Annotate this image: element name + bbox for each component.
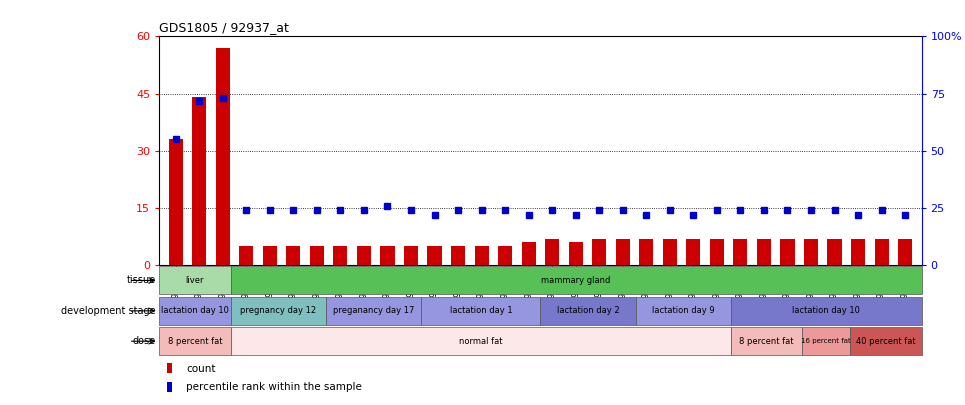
Bar xyxy=(639,239,653,265)
Bar xyxy=(159,327,231,355)
Bar xyxy=(851,239,865,265)
Text: liver: liver xyxy=(185,276,205,285)
Bar xyxy=(216,48,230,265)
Bar xyxy=(169,139,182,265)
Bar xyxy=(898,239,912,265)
Bar xyxy=(159,297,231,325)
Bar xyxy=(422,297,540,325)
Bar xyxy=(427,246,442,265)
Bar xyxy=(231,327,731,355)
Bar xyxy=(803,327,850,355)
Bar xyxy=(475,246,488,265)
Bar xyxy=(451,246,465,265)
Bar xyxy=(850,327,922,355)
Bar xyxy=(231,297,326,325)
Bar xyxy=(192,98,207,265)
Text: development stage: development stage xyxy=(61,306,155,316)
Bar xyxy=(333,246,347,265)
Bar xyxy=(167,363,172,373)
Text: mammary gland: mammary gland xyxy=(541,276,611,285)
Text: 8 percent fat: 8 percent fat xyxy=(168,337,222,346)
Bar xyxy=(357,246,371,265)
Text: 16 percent fat: 16 percent fat xyxy=(801,338,851,344)
Text: GDS1805 / 92937_at: GDS1805 / 92937_at xyxy=(159,21,290,34)
Bar xyxy=(326,297,422,325)
Bar xyxy=(731,297,922,325)
Bar xyxy=(545,239,560,265)
Bar xyxy=(167,382,172,392)
Bar xyxy=(636,297,731,325)
Text: tissue: tissue xyxy=(126,275,155,286)
Bar xyxy=(239,246,254,265)
Bar xyxy=(874,239,889,265)
Bar xyxy=(593,239,606,265)
Bar xyxy=(663,239,676,265)
Text: 8 percent fat: 8 percent fat xyxy=(739,337,794,346)
Bar xyxy=(733,239,748,265)
Text: lactation day 1: lactation day 1 xyxy=(450,306,512,315)
Text: lactation day 10: lactation day 10 xyxy=(161,306,229,315)
Bar xyxy=(804,239,818,265)
Bar xyxy=(616,239,630,265)
Bar xyxy=(757,239,771,265)
Bar xyxy=(404,246,418,265)
Text: lactation day 2: lactation day 2 xyxy=(557,306,620,315)
Bar xyxy=(710,239,724,265)
Bar xyxy=(686,239,701,265)
Text: normal fat: normal fat xyxy=(459,337,503,346)
Bar xyxy=(287,246,300,265)
Bar xyxy=(827,239,841,265)
Bar xyxy=(498,246,512,265)
Bar xyxy=(521,242,536,265)
Text: lactation day 10: lactation day 10 xyxy=(792,306,860,315)
Bar xyxy=(568,242,583,265)
Text: 40 percent fat: 40 percent fat xyxy=(856,337,916,346)
Bar xyxy=(380,246,395,265)
Text: lactation day 9: lactation day 9 xyxy=(652,306,715,315)
Text: dose: dose xyxy=(132,336,155,346)
Text: percentile rank within the sample: percentile rank within the sample xyxy=(186,382,362,392)
Text: count: count xyxy=(186,364,215,373)
Text: pregnancy day 12: pregnancy day 12 xyxy=(240,306,317,315)
Bar xyxy=(310,246,324,265)
Bar xyxy=(262,246,277,265)
Bar xyxy=(781,239,794,265)
Bar xyxy=(731,327,803,355)
Bar xyxy=(540,297,636,325)
Text: preganancy day 17: preganancy day 17 xyxy=(333,306,414,315)
Bar xyxy=(159,266,231,294)
